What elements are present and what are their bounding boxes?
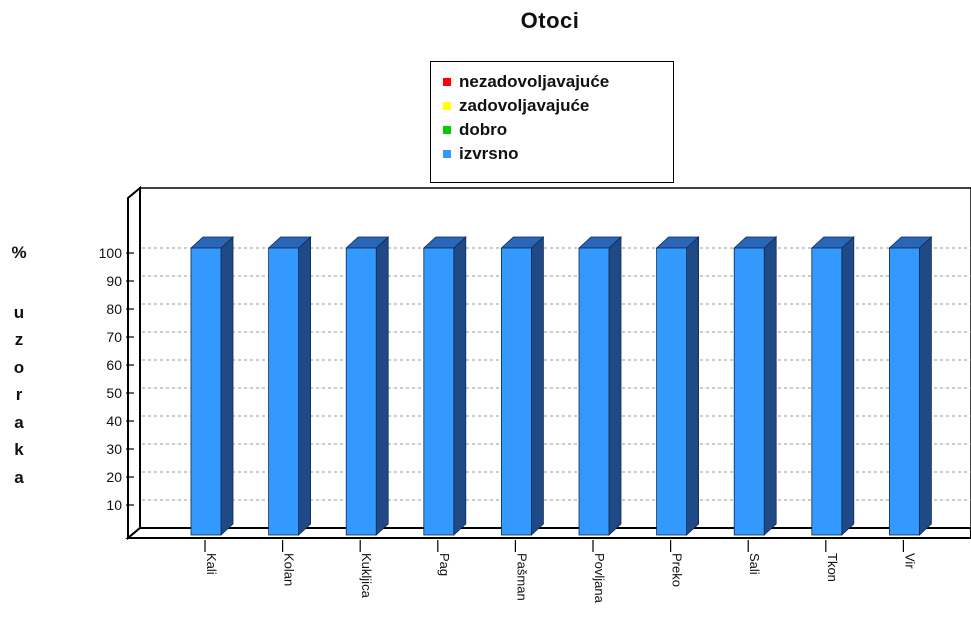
bar [422, 236, 467, 536]
bar-side [763, 236, 777, 536]
bars [189, 236, 933, 536]
y-tick-label: 70 [106, 329, 122, 345]
legend-item: zadovoljavajuće [443, 95, 589, 117]
y-tick-label: 90 [106, 273, 122, 289]
bar [267, 236, 312, 536]
bar-side [220, 236, 234, 536]
x-tick-label: Povljana [592, 553, 607, 604]
bar-side [686, 236, 699, 536]
bar-front [423, 247, 455, 536]
legend-label: zadovoljavajuće [459, 96, 590, 115]
x-tick-label: Preko [670, 553, 685, 587]
bar [888, 236, 933, 536]
bar [345, 236, 390, 536]
legend-swatch [443, 150, 451, 158]
bar-front [656, 247, 687, 536]
bar-front [578, 247, 610, 536]
bar-front [733, 247, 765, 536]
legend-label: dobro [459, 120, 508, 139]
bar-side [453, 236, 467, 536]
y-tick-label: 30 [106, 441, 122, 457]
x-tick-label: Pag [437, 553, 452, 576]
plot-left-wall [127, 185, 141, 541]
legend-swatch [443, 78, 451, 86]
bar [500, 236, 545, 536]
bar [189, 236, 235, 536]
bar [655, 236, 700, 536]
y-axis-title-letter: u [13, 303, 25, 322]
bar-side [608, 236, 622, 536]
y-axis-title-letter: k [14, 440, 24, 459]
y-tick-label: 50 [106, 385, 122, 401]
y-axis-title-letter: a [14, 468, 24, 487]
bar-side [919, 236, 932, 536]
y-tick-label: 100 [99, 245, 123, 261]
bar-side [298, 236, 312, 536]
legend-swatch [443, 102, 451, 110]
x-tick-label: Kukljica [359, 553, 374, 599]
bar [810, 236, 855, 536]
bar [733, 236, 778, 536]
chart-title: Otoci [520, 8, 580, 33]
y-axis-title-letter: z [14, 330, 24, 349]
y-axis-title-letter: % [11, 243, 27, 262]
legend-item: izvrsno [443, 143, 519, 165]
chart-legend: nezadovoljavajuće zadovoljavajuće dobro … [430, 61, 674, 183]
x-tick-label: Sali [747, 553, 762, 575]
bar-front [268, 247, 300, 536]
legend-swatch [443, 126, 451, 134]
bar-side [841, 236, 855, 536]
x-tick-label: Kali [204, 553, 219, 575]
x-axis-ticks: Kali Kolan Kukljica Pag Pašman Povljana Preko S… [204, 540, 917, 604]
y-tick-label: 60 [106, 357, 122, 373]
bar-side [375, 236, 389, 536]
x-tick-label: Pašman [514, 553, 529, 601]
bar-side [531, 236, 544, 536]
legend-label: nezadovoljavajuće [459, 72, 610, 91]
bar-front [889, 247, 920, 536]
bar-front [345, 247, 377, 536]
y-axis-ticks: 10 20 30 40 50 60 70 80 90 100 [99, 245, 134, 513]
y-axis-title-letter: o [13, 358, 25, 377]
legend-item: nezadovoljavajuće [443, 71, 609, 93]
bar-front [500, 247, 532, 536]
bar-front [190, 247, 222, 536]
bar [577, 236, 623, 536]
bar-front [811, 247, 843, 536]
y-tick-label: 40 [106, 413, 122, 429]
legend-item: dobro [443, 119, 507, 141]
y-tick-label: 10 [106, 497, 122, 513]
x-tick-label: Tkon [825, 553, 840, 582]
legend-label: izvrsno [459, 144, 519, 163]
y-tick-label: 20 [106, 469, 122, 485]
y-tick-label: 80 [106, 301, 122, 317]
x-tick-label: Kolan [282, 553, 297, 586]
x-tick-label: Vir [902, 553, 917, 569]
y-axis-title-letter: r [15, 385, 23, 404]
y-axis-title-letter: a [14, 413, 24, 432]
